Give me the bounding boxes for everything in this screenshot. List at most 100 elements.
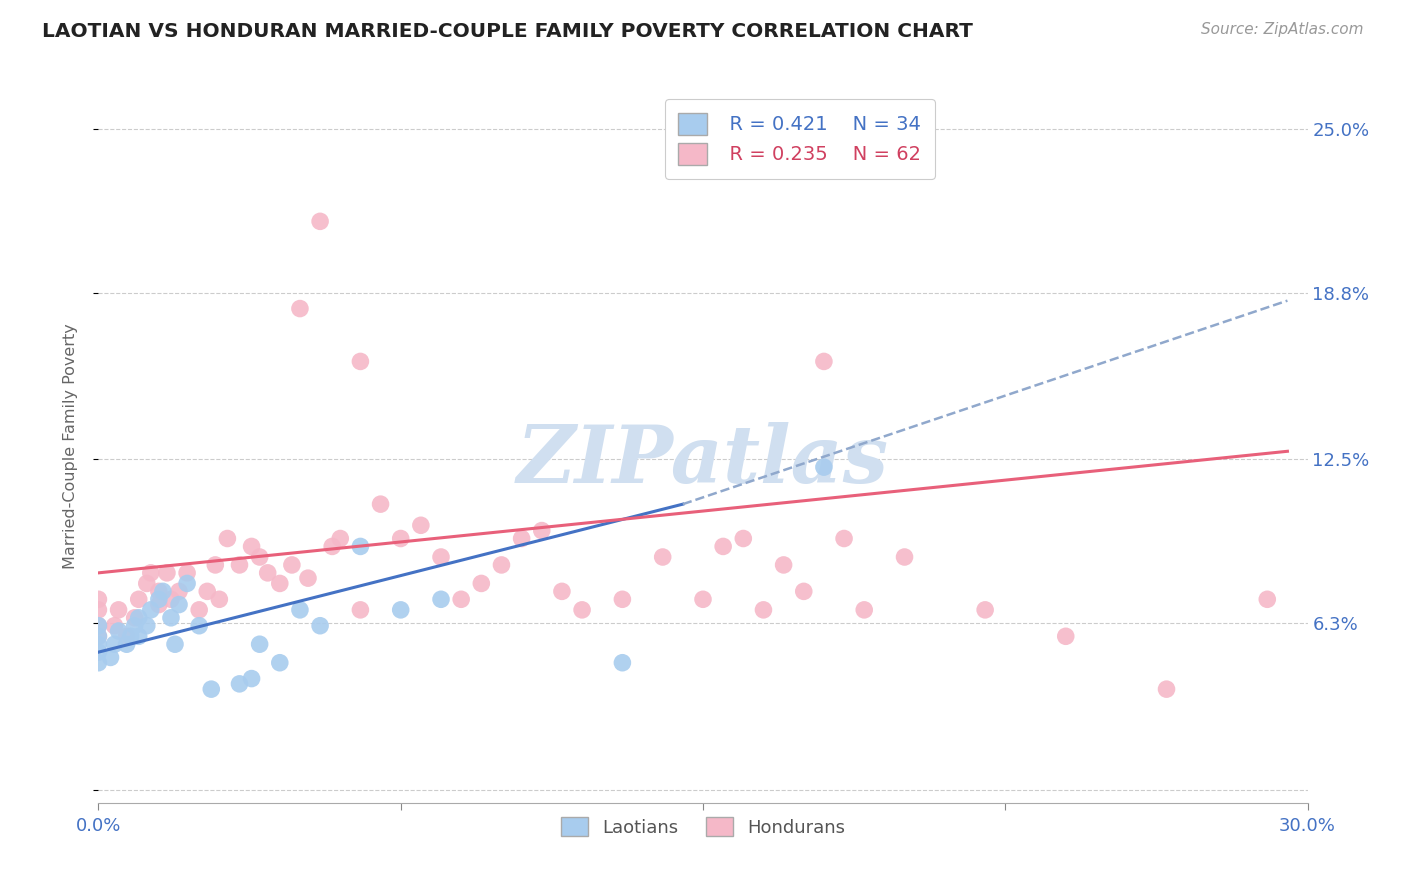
Point [813,460,835,475]
Point [249,549,271,564]
Point [204,558,226,572]
Point [148,598,170,612]
Point [228,677,250,691]
Point [470,576,492,591]
Point [124,618,146,632]
Point [329,532,352,546]
Point [551,584,574,599]
Point [240,540,263,554]
Point [107,603,129,617]
Point [651,549,673,564]
Point [321,540,343,554]
Text: Source: ZipAtlas.com: Source: ZipAtlas.com [1201,22,1364,37]
Point [163,637,186,651]
Point [128,629,150,643]
Point [733,532,755,546]
Point [188,603,211,617]
Point [256,566,278,580]
Point [269,656,291,670]
Point [692,592,714,607]
Point [135,618,157,632]
Point [148,592,170,607]
Point [612,656,634,670]
Point [176,566,198,580]
Point [853,603,876,617]
Point [893,549,915,564]
Point [813,354,835,368]
Point [195,584,218,599]
Point [974,603,997,617]
Point [297,571,319,585]
Point [349,540,371,554]
Point [752,603,775,617]
Point [87,637,110,651]
Point [87,592,110,607]
Point [87,603,110,617]
Point [124,611,146,625]
Point [128,611,150,625]
Point [288,301,311,316]
Point [249,637,271,651]
Point [793,584,815,599]
Point [176,576,198,591]
Point [430,592,453,607]
Point [409,518,432,533]
Point [208,592,231,607]
Y-axis label: Married-Couple Family Poverty: Married-Couple Family Poverty [63,323,77,569]
Point [135,576,157,591]
Point [1054,629,1077,643]
Point [87,618,110,632]
Point [115,629,138,643]
Point [309,618,332,632]
Point [200,682,222,697]
Point [571,603,593,617]
Point [160,592,183,607]
Point [152,584,174,599]
Legend: Laotians, Hondurans: Laotians, Hondurans [554,810,852,844]
Point [115,637,138,651]
Point [309,214,332,228]
Point [510,532,533,546]
Point [87,629,110,643]
Text: LAOTIAN VS HONDURAN MARRIED-COUPLE FAMILY POVERTY CORRELATION CHART: LAOTIAN VS HONDURAN MARRIED-COUPLE FAMIL… [42,22,973,41]
Point [1156,682,1178,697]
Point [240,672,263,686]
Point [120,629,142,643]
Point [228,558,250,572]
Point [772,558,794,572]
Point [167,584,190,599]
Point [103,637,125,651]
Point [389,603,412,617]
Point [612,592,634,607]
Point [832,532,855,546]
Point [139,603,162,617]
Point [167,598,190,612]
Point [87,618,110,632]
Point [711,540,734,554]
Text: ZIPatlas: ZIPatlas [517,422,889,499]
Point [188,618,211,632]
Point [288,603,311,617]
Point [128,592,150,607]
Point [349,603,371,617]
Point [87,645,110,659]
Point [139,566,162,580]
Point [1256,592,1278,607]
Point [349,354,371,368]
Point [87,629,110,643]
Point [87,656,110,670]
Point [217,532,239,546]
Point [389,532,412,546]
Point [160,611,183,625]
Point [530,524,553,538]
Point [491,558,513,572]
Point [370,497,392,511]
Point [281,558,304,572]
Point [269,576,291,591]
Point [100,650,122,665]
Point [156,566,179,580]
Point [103,618,125,632]
Point [430,549,453,564]
Point [148,584,170,599]
Point [107,624,129,638]
